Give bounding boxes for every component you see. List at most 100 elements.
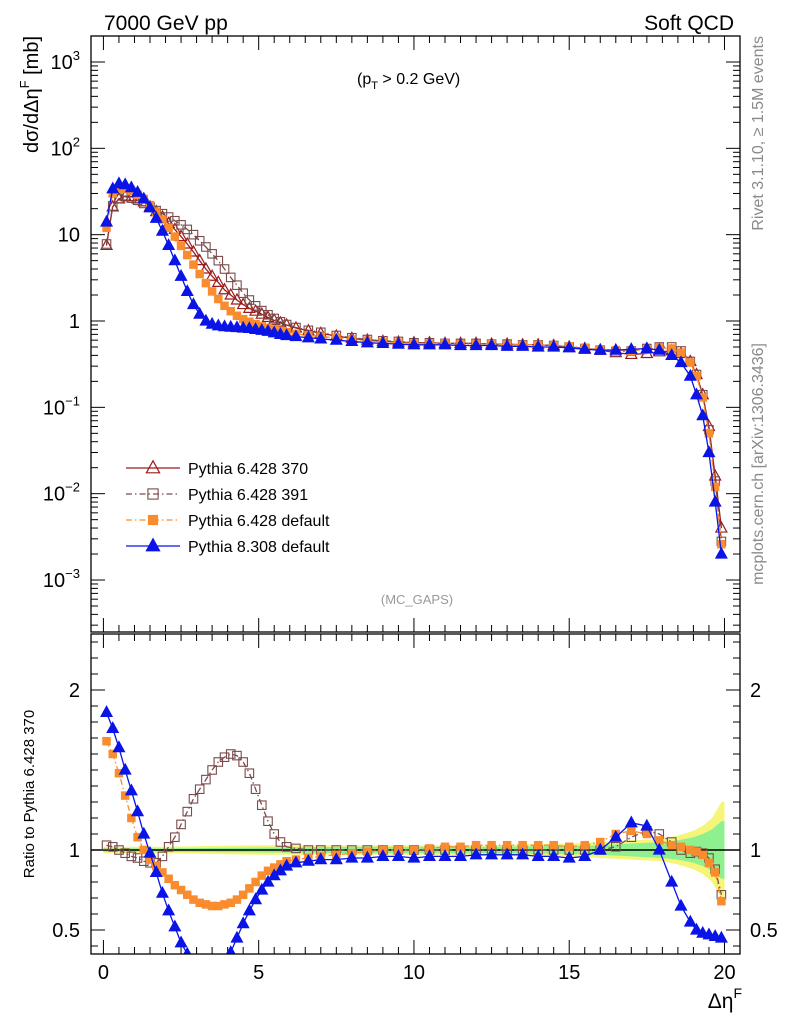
data-point — [182, 224, 193, 235]
data-point — [164, 223, 173, 233]
data-point — [163, 841, 174, 852]
data-point — [454, 338, 468, 351]
legend-entry-py6def: Pythia 6.428 default — [126, 513, 330, 530]
rivet-label: Rivet 3.1.10, ≥ 1.5M events — [750, 36, 767, 231]
ratio-y-tick-label-right: 2 — [750, 680, 761, 702]
data-point — [640, 818, 654, 831]
main-y-label-main: dσ/dΔη — [21, 88, 43, 153]
ratio-y-tick-label: 2 — [69, 680, 80, 702]
legend-label: Pythia 6.428 default — [188, 513, 330, 530]
data-point — [201, 278, 211, 288]
data-point — [158, 215, 167, 224]
data-point — [224, 287, 238, 300]
data-point — [207, 765, 217, 775]
legend: Pythia 6.428 370 Pythia 6.428 391 Pythia 6… — [126, 459, 330, 556]
data-point — [438, 849, 452, 862]
main-y-tick-label: 102 — [51, 134, 80, 160]
data-point — [261, 874, 275, 887]
data-point — [100, 238, 114, 251]
data-point — [106, 721, 120, 734]
series-line — [106, 753, 723, 895]
x-tick-label: 15 — [558, 962, 580, 984]
data-point — [201, 774, 211, 785]
ratio-y-tick-label: 0.5 — [52, 920, 80, 942]
data-point — [280, 328, 294, 341]
data-point — [174, 935, 188, 948]
data-point — [242, 903, 256, 916]
mcplots-label: mcplots.cern.ch [arXiv:1306.3436] — [750, 343, 767, 585]
data-point — [120, 791, 130, 800]
data-point — [244, 768, 255, 779]
data-point — [485, 338, 499, 351]
data-point — [652, 842, 666, 855]
data-point — [674, 898, 688, 911]
series-line — [105, 740, 723, 907]
data-point — [249, 892, 263, 905]
data-point — [102, 736, 111, 746]
data-point — [199, 313, 213, 326]
main-y-tick-label: 10−3 — [43, 566, 80, 592]
data-point — [188, 229, 199, 240]
data-point — [183, 890, 192, 900]
series-line — [105, 196, 723, 542]
data-point — [199, 261, 213, 274]
data-point — [578, 849, 592, 862]
data-point — [126, 851, 137, 862]
data-point — [360, 335, 374, 348]
data-point — [189, 260, 198, 269]
x-axis-label: ΔηF — [708, 985, 742, 1013]
data-point — [194, 784, 205, 795]
data-point — [456, 842, 465, 852]
ratio-series-py8 — [100, 705, 728, 954]
data-point — [250, 784, 261, 795]
data-point — [692, 847, 701, 856]
data-point — [133, 832, 142, 842]
ratio-frame — [90, 633, 741, 955]
ratio-panel: 0.5 0.51 12 20 5 10 15 20 Ratio to Pythia 6.428… — [21, 633, 778, 1013]
data-point — [147, 488, 159, 500]
main-frame — [90, 35, 741, 633]
data-point — [263, 866, 273, 876]
data-point — [149, 210, 163, 223]
data-point — [289, 855, 303, 868]
data-point — [593, 342, 607, 355]
tick-base: 10 — [43, 570, 65, 592]
data-point — [547, 849, 561, 862]
data-point — [345, 850, 359, 863]
data-point — [683, 368, 697, 381]
legend-label: Pythia 6.428 391 — [188, 487, 308, 504]
data-point — [145, 537, 161, 552]
data-point — [195, 898, 204, 908]
data-point — [665, 874, 679, 887]
data-point — [170, 232, 180, 241]
data-point — [281, 841, 292, 852]
tick-base: 10 — [51, 138, 73, 160]
legend-entry-py391: Pythia 6.428 391 — [126, 487, 308, 504]
data-point — [280, 858, 294, 871]
tick-base: 10 — [58, 225, 80, 247]
data-point — [269, 829, 280, 839]
data-point — [174, 268, 188, 281]
data-point — [232, 311, 242, 321]
data-point — [220, 301, 229, 311]
data-point — [168, 253, 182, 266]
data-point — [376, 849, 390, 862]
data-point — [531, 849, 545, 862]
data-point — [609, 342, 623, 355]
data-point — [610, 841, 621, 852]
data-point — [667, 840, 676, 850]
data-point — [193, 253, 207, 266]
data-point — [112, 740, 126, 753]
cut-sub: T — [371, 80, 378, 92]
legend-label: Pythia 6.428 370 — [188, 461, 308, 478]
data-point — [225, 945, 236, 954]
data-point — [407, 850, 421, 863]
data-point — [100, 214, 114, 227]
data-point — [469, 847, 483, 860]
data-point — [230, 930, 244, 943]
main-y-label-sup: F — [17, 80, 32, 88]
data-point — [207, 287, 217, 296]
data-point — [145, 855, 155, 864]
tick-exponent: 3 — [73, 48, 80, 63]
